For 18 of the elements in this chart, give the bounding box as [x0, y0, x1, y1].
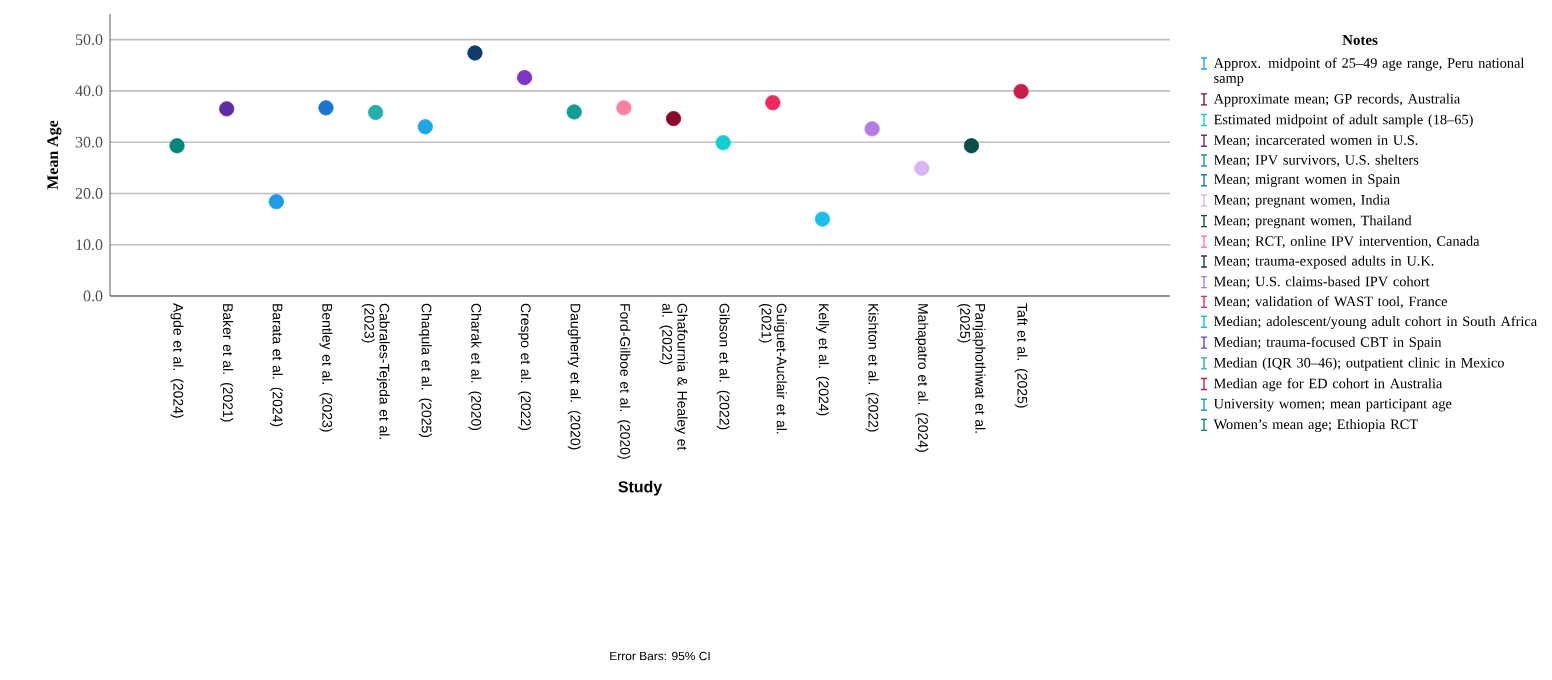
point — [467, 45, 483, 61]
point — [566, 104, 582, 120]
point — [1013, 83, 1029, 99]
point — [169, 138, 185, 154]
point — [814, 211, 831, 227]
point — [616, 100, 632, 116]
point — [517, 70, 533, 86]
point — [268, 194, 284, 210]
point — [963, 138, 979, 154]
point — [914, 160, 930, 176]
point — [864, 121, 880, 137]
point — [665, 111, 682, 127]
point — [765, 95, 781, 111]
point — [417, 119, 433, 135]
point — [715, 135, 731, 151]
point — [318, 100, 334, 116]
point — [368, 104, 384, 121]
point — [219, 101, 235, 117]
